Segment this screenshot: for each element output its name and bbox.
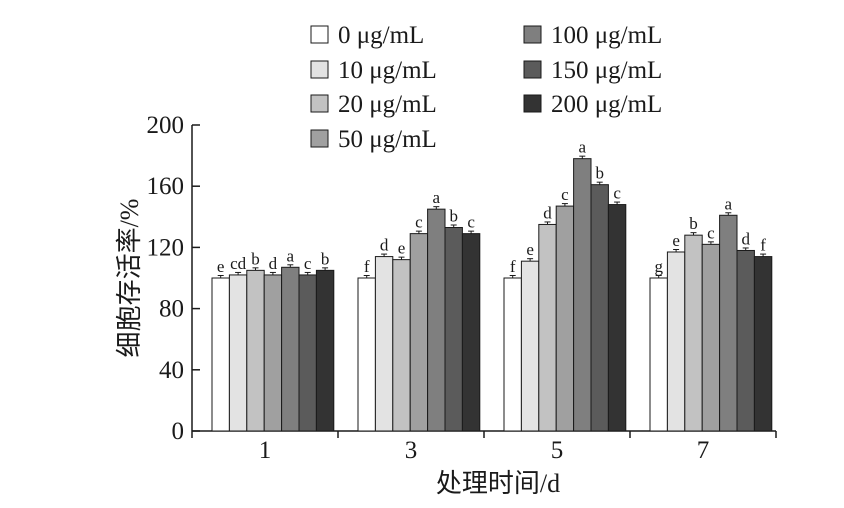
bar bbox=[315, 269, 335, 432]
bar bbox=[392, 259, 411, 432]
x-axis: 1 3 5 7 bbox=[191, 430, 777, 464]
significance-label: cd bbox=[230, 254, 247, 273]
bar bbox=[228, 274, 248, 432]
bar bbox=[461, 233, 481, 432]
bar bbox=[736, 249, 755, 432]
legend-swatch bbox=[523, 25, 542, 44]
bar bbox=[298, 274, 317, 432]
significance-label: c bbox=[415, 213, 423, 232]
significance-label: d bbox=[380, 236, 389, 255]
significance-label: c bbox=[467, 213, 475, 232]
significance-label: f bbox=[364, 257, 370, 276]
significance-label: e bbox=[217, 257, 225, 276]
bar bbox=[503, 277, 522, 432]
bar bbox=[719, 214, 738, 432]
bar bbox=[607, 204, 627, 432]
significance-label: b bbox=[689, 214, 698, 233]
bar bbox=[409, 233, 429, 432]
legend-label: 200 μg/mL bbox=[551, 91, 662, 118]
significance-label: f bbox=[760, 236, 766, 255]
bar bbox=[573, 158, 592, 432]
significance-label: b bbox=[595, 164, 604, 183]
significance-label: a bbox=[287, 246, 295, 265]
legend-label: 10 μg/mL bbox=[338, 57, 437, 84]
y-tick-label: 120 bbox=[147, 234, 185, 261]
significance-label: a bbox=[579, 138, 587, 157]
bar bbox=[555, 205, 575, 432]
bar bbox=[590, 184, 609, 432]
significance-label: d bbox=[543, 203, 552, 222]
y-axis: 0 40 80 120 160 200 bbox=[147, 112, 200, 445]
bar bbox=[263, 274, 283, 432]
significance-label: b bbox=[251, 249, 260, 268]
significance-label: c bbox=[707, 223, 715, 242]
significance-label: d bbox=[741, 229, 750, 248]
x-tick-label: 1 bbox=[259, 437, 272, 464]
significance-label: b bbox=[321, 249, 330, 268]
y-tick-label: 80 bbox=[159, 296, 184, 323]
significance-label: c bbox=[561, 185, 569, 204]
legend-label: 0 μg/mL bbox=[338, 22, 424, 49]
legend-swatch bbox=[310, 94, 329, 113]
bar bbox=[246, 269, 265, 432]
x-axis-title: 处理时间/d bbox=[436, 469, 560, 498]
x-tick-label: 7 bbox=[697, 437, 710, 464]
y-tick-label: 160 bbox=[147, 173, 185, 200]
legend-swatch bbox=[523, 94, 542, 113]
significance-label: e bbox=[398, 239, 406, 258]
bar bbox=[649, 277, 668, 432]
legend-label: 100 μg/mL bbox=[551, 22, 662, 49]
significance-label: d bbox=[269, 254, 278, 273]
bar bbox=[753, 256, 773, 432]
significance-label: g bbox=[654, 257, 663, 276]
significance-label: b bbox=[449, 207, 458, 226]
significance-label: a bbox=[725, 194, 733, 213]
legend-label: 50 μg/mL bbox=[338, 126, 437, 153]
legend-swatch bbox=[310, 129, 329, 148]
legend-swatch bbox=[523, 60, 542, 79]
significance-label: c bbox=[304, 254, 312, 273]
x-tick-label: 3 bbox=[405, 437, 418, 464]
y-tick-label: 40 bbox=[159, 357, 184, 384]
bar bbox=[281, 266, 300, 432]
bar bbox=[520, 260, 540, 432]
significance-label: c bbox=[613, 184, 621, 203]
bar bbox=[374, 256, 394, 432]
bar bbox=[538, 223, 557, 432]
bar bbox=[357, 277, 376, 432]
bar bbox=[211, 277, 230, 432]
bar bbox=[427, 208, 446, 432]
y-tick-label: 200 bbox=[147, 112, 185, 139]
legend-swatch bbox=[310, 25, 329, 44]
legend-label: 20 μg/mL bbox=[338, 91, 437, 118]
legend-swatch bbox=[310, 60, 329, 79]
significance-label: e bbox=[672, 231, 680, 250]
significance-label: e bbox=[526, 240, 534, 259]
x-tick-label: 5 bbox=[551, 437, 564, 464]
bar bbox=[444, 227, 463, 432]
significance-label: f bbox=[510, 257, 516, 276]
legend: 0 μg/mL 10 μg/mL 20 μg/mL 50 μg/mL 100 μg/mL… bbox=[310, 22, 662, 153]
bar bbox=[701, 243, 721, 432]
y-axis-title: 细胞存活率/% bbox=[115, 199, 144, 358]
bar bbox=[666, 251, 686, 432]
bar bbox=[684, 234, 703, 432]
legend-label: 150 μg/mL bbox=[551, 57, 662, 84]
significance-label: a bbox=[433, 188, 441, 207]
y-tick-label: 0 bbox=[172, 418, 185, 445]
